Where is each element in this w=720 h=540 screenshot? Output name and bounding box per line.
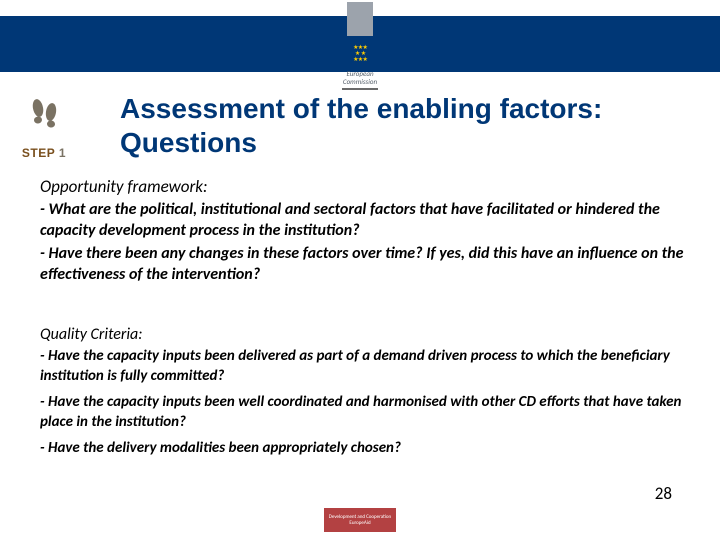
step-label-word: STEP	[22, 146, 55, 160]
footprints-icon	[12, 98, 76, 138]
ec-logo: ★ ★ ★★ ★★ ★ ★ European Commission	[328, 0, 392, 94]
step-indicator: STEP 1	[12, 98, 76, 160]
ec-logo-caption: European Commission	[343, 70, 377, 86]
step-label: STEP 1	[12, 146, 76, 160]
section-heading: Opportunity framework:	[40, 176, 684, 197]
ec-logo-underline	[342, 88, 378, 90]
bullet-text: - Have there been any changes in these f…	[40, 243, 684, 285]
footer-logo: Development and Cooperation EuropeAid	[324, 508, 396, 532]
step-label-number: 1	[59, 146, 66, 160]
bullet-text: - Have the delivery modalities been appr…	[40, 438, 684, 458]
bullet-text: - Have the capacity inputs been well coo…	[40, 392, 684, 432]
section-quality-criteria: Quality Criteria: - Have the capacity in…	[40, 325, 684, 458]
section-heading: Quality Criteria:	[40, 325, 684, 344]
page-number: 28	[655, 483, 672, 504]
eu-flag-stars: ★ ★ ★★ ★★ ★ ★	[353, 44, 367, 62]
bullet-text: - Have the capacity inputs been delivere…	[40, 346, 684, 386]
bullet-text: - What are the political, institutional …	[40, 199, 684, 241]
slide: ★ ★ ★★ ★★ ★ ★ European Commission STEP 1…	[0, 0, 720, 540]
footer-logo-text: Development and Cooperation EuropeAid	[324, 514, 396, 526]
section-opportunity: Opportunity framework: - What are the po…	[40, 176, 684, 285]
ec-logo-building-icon	[347, 2, 373, 36]
slide-title: Assessment of the enabling factors: Ques…	[120, 92, 680, 160]
eu-flag-icon: ★ ★ ★★ ★★ ★ ★	[338, 38, 382, 68]
slide-body: Opportunity framework: - What are the po…	[40, 176, 684, 464]
ec-logo-caption-2: Commission	[343, 77, 377, 86]
